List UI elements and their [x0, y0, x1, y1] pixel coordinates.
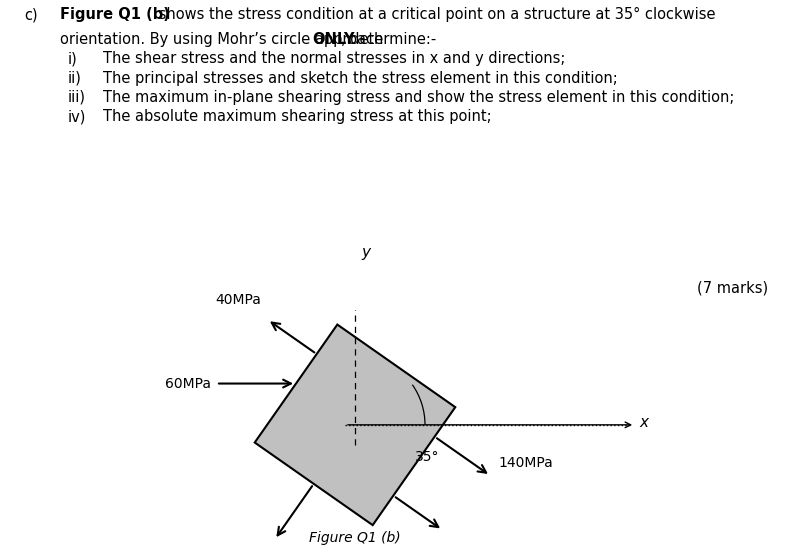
Text: iv): iv): [68, 109, 86, 124]
Text: orientation. By using Mohr’s circle approach: orientation. By using Mohr’s circle appr…: [60, 32, 388, 47]
Text: 140MPa: 140MPa: [498, 456, 553, 470]
Text: ii): ii): [68, 71, 81, 86]
Text: iii): iii): [68, 90, 86, 105]
Text: 35°: 35°: [415, 450, 439, 464]
Text: , determine:-: , determine:-: [341, 32, 436, 47]
Text: c): c): [24, 7, 37, 22]
Polygon shape: [255, 325, 455, 525]
Text: The shear stress and the normal stresses in x and y directions;: The shear stress and the normal stresses…: [103, 51, 566, 66]
Text: Figure Q1 (b): Figure Q1 (b): [60, 7, 170, 22]
Text: ONLY: ONLY: [312, 32, 354, 47]
Text: The principal stresses and sketch the stress element in this condition;: The principal stresses and sketch the st…: [103, 71, 618, 86]
Text: The absolute maximum shearing stress at this point;: The absolute maximum shearing stress at …: [103, 109, 492, 124]
Text: shows the stress condition at a critical point on a structure at 35° clockwise: shows the stress condition at a critical…: [154, 7, 715, 22]
Text: (7 marks): (7 marks): [697, 280, 768, 295]
Text: 60MPa: 60MPa: [165, 377, 211, 390]
Text: The maximum in-plane shearing stress and show the stress element in this conditi: The maximum in-plane shearing stress and…: [103, 90, 735, 105]
Text: i): i): [68, 51, 77, 66]
Text: y: y: [361, 245, 370, 260]
Text: Figure Q1 (b): Figure Q1 (b): [309, 531, 401, 545]
Text: x: x: [639, 415, 648, 430]
Text: 40MPa: 40MPa: [215, 293, 261, 307]
